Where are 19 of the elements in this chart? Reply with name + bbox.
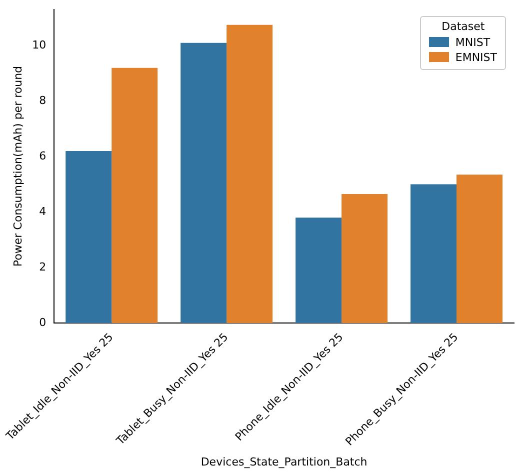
bar	[112, 68, 158, 323]
x-axis-title: Devices_State_Partition_Batch	[200, 455, 368, 468]
legend-label: MNIST	[455, 36, 490, 49]
bar	[342, 194, 388, 323]
y-tick-label: 6	[39, 149, 46, 162]
y-axis-title: Power Consumption(mAh) per round	[11, 66, 24, 267]
bar	[66, 151, 112, 323]
bar	[410, 184, 457, 323]
legend-label: EMNIST	[455, 50, 497, 64]
bar	[296, 218, 342, 323]
bar	[180, 42, 227, 323]
y-tick-label: 10	[32, 38, 46, 52]
bar	[226, 24, 273, 323]
bar	[456, 174, 503, 323]
y-tick-label: 2	[39, 260, 46, 274]
y-tick-label: 0	[39, 316, 46, 329]
y-tick-label: 4	[39, 204, 46, 218]
legend-title: Dataset	[440, 20, 486, 33]
y-tick-label: 8	[39, 94, 46, 107]
